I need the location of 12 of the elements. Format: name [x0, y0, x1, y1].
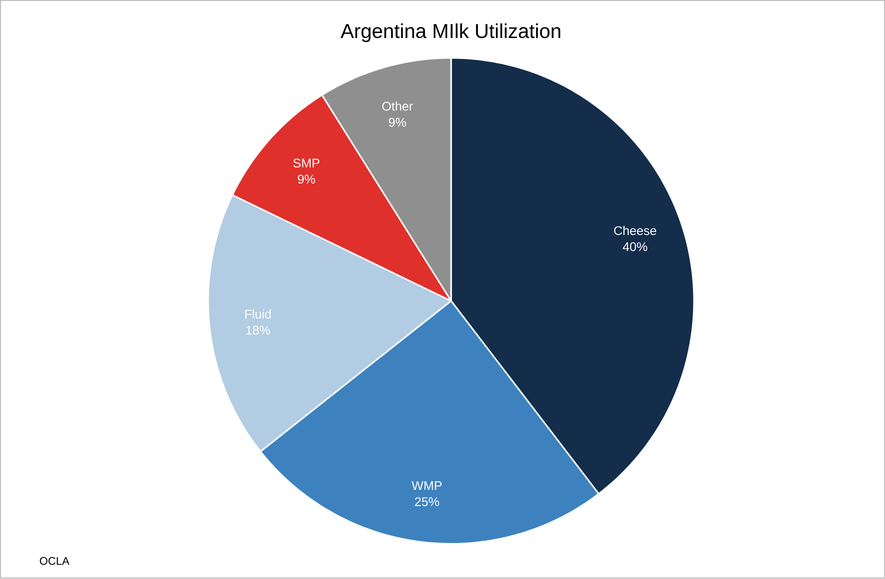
text: OCLA: [40, 557, 70, 566]
data-label: 9%: [298, 174, 315, 184]
slice-label: SMP: [293, 158, 320, 168]
data-label: 25%: [415, 497, 440, 506]
slice-label: Other: [382, 102, 413, 111]
data-label: 40%: [622, 242, 648, 252]
slice-label: WMP: [412, 482, 442, 490]
data-label: 18%: [246, 326, 270, 335]
chart-title: Argentina MIlk Utilization: [340, 24, 560, 42]
data-label: 9%: [388, 118, 406, 127]
slice-label: Cheese: [614, 226, 656, 236]
slice-label: Fluid: [245, 310, 271, 319]
